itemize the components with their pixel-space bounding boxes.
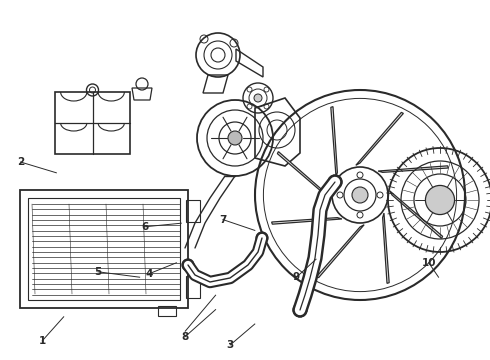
Bar	[28, 198, 180, 300]
Text: 5: 5	[95, 267, 101, 277]
Bar	[20, 190, 188, 308]
Text: 8: 8	[182, 332, 189, 342]
Circle shape	[352, 187, 368, 203]
Bar	[55, 92, 130, 154]
Text: 10: 10	[421, 258, 436, 268]
Text: 4: 4	[146, 269, 153, 279]
Bar	[158, 306, 176, 316]
Polygon shape	[383, 213, 389, 283]
Polygon shape	[317, 225, 364, 278]
Text: 9: 9	[293, 272, 300, 282]
Polygon shape	[331, 107, 338, 177]
Polygon shape	[378, 166, 448, 172]
Polygon shape	[271, 218, 342, 224]
Bar	[186, 276, 200, 298]
Text: 6: 6	[141, 222, 148, 232]
Text: 1: 1	[39, 336, 46, 346]
Polygon shape	[356, 112, 403, 165]
Text: 7: 7	[219, 215, 227, 225]
Text: 2: 2	[17, 157, 24, 167]
Bar	[186, 200, 200, 222]
Circle shape	[425, 185, 455, 215]
Circle shape	[228, 131, 242, 145]
Polygon shape	[390, 191, 442, 238]
Text: 3: 3	[227, 340, 234, 350]
Circle shape	[254, 94, 262, 102]
Polygon shape	[277, 152, 330, 199]
